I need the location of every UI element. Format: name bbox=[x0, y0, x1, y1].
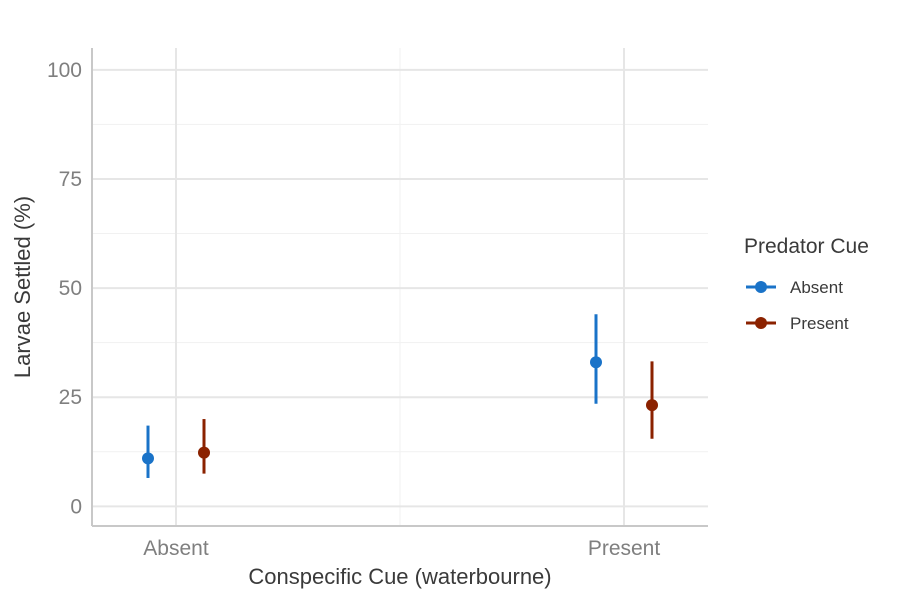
x-tick-label: Absent bbox=[143, 537, 209, 560]
axes bbox=[91, 48, 708, 527]
y-axis-title: Larvae Settled (%) bbox=[10, 196, 35, 378]
x-axis-title: Conspecific Cue (waterbourne) bbox=[248, 564, 551, 589]
data-marks bbox=[142, 314, 658, 478]
legend-key-point bbox=[755, 281, 767, 293]
data-point bbox=[646, 399, 658, 412]
legend-label: Present bbox=[790, 314, 849, 333]
y-tick-labels: 0 25 50 75 100 bbox=[47, 59, 82, 519]
legend: Predator Cue Absent Present bbox=[744, 235, 869, 333]
legend-key-point bbox=[755, 317, 767, 329]
y-tick-label: 100 bbox=[47, 59, 82, 82]
x-tick-labels: Absent Present bbox=[143, 537, 660, 560]
legend-title: Predator Cue bbox=[744, 235, 869, 258]
x-tick-label: Present bbox=[588, 537, 661, 560]
y-tick-label: 75 bbox=[59, 168, 82, 191]
data-point bbox=[198, 446, 210, 459]
y-tick-label: 50 bbox=[59, 277, 82, 300]
data-point bbox=[590, 356, 602, 369]
legend-label: Absent bbox=[790, 278, 843, 297]
y-tick-label: 0 bbox=[70, 495, 82, 518]
y-tick-label: 25 bbox=[59, 386, 82, 409]
grid bbox=[92, 48, 708, 526]
data-point bbox=[142, 452, 154, 465]
